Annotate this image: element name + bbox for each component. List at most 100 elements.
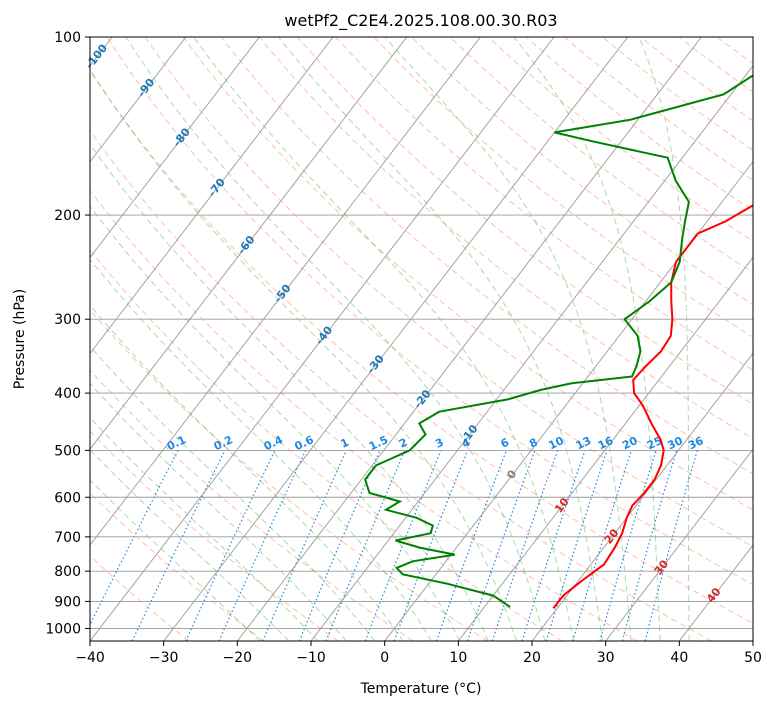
warm-isotherm-label: 10 (552, 495, 572, 515)
moist-adiabat (277, 37, 603, 641)
mixing-ratio-line (218, 450, 307, 641)
dry-adiabat (259, 37, 753, 440)
x-tick-label: −10 (296, 650, 326, 666)
mixing-ratio-line (90, 450, 179, 626)
warm-isotherm-label: 20 (602, 526, 622, 546)
dry-adiabat (90, 309, 488, 641)
dry-adiabat (716, 37, 753, 65)
mixing-ratio-line (572, 450, 632, 641)
mixing-ratio-line (262, 450, 347, 641)
chart-title: wetPf2_C2E4.2025.108.00.30.R03 (284, 11, 557, 31)
y-axis: 100 200 300 400 500 600 700 800 900 1000 (45, 30, 90, 637)
mixing-ratio-line (521, 450, 586, 641)
mixing-ratio-line (435, 450, 507, 641)
isotherm-label: -40 (313, 323, 336, 347)
dry-adiabat (90, 369, 414, 641)
x-axis-label: Temperature (°C) (360, 681, 482, 697)
x-tick-label: 20 (523, 650, 541, 666)
dry-adiabat (487, 37, 753, 242)
mixing-ratio-line (644, 450, 698, 641)
dry-adiabat (525, 37, 753, 212)
dewpoint-line (363, 74, 753, 608)
isotherm-label: -100 (83, 41, 110, 71)
isotherm-line (90, 37, 555, 641)
dry-adiabat (602, 37, 753, 151)
isotherm-line (236, 37, 702, 641)
mixing-ratio-label: 1 (339, 436, 351, 451)
dry-adiabat (90, 430, 339, 641)
moist-adiabat (90, 68, 517, 641)
isotherm-line (605, 448, 753, 641)
isotherm-label: -50 (271, 282, 294, 306)
mixing-ratio-line (298, 450, 381, 641)
x-tick-label: −30 (149, 650, 179, 666)
dry-adiabat (144, 37, 753, 548)
y-tick-label: 1000 (45, 621, 81, 637)
mixing-ratio-line (621, 450, 678, 641)
x-tick-label: 40 (670, 650, 688, 666)
mixing-ratio-label: 10 (547, 434, 567, 452)
y-tick-label: 300 (54, 312, 81, 328)
mixing-ratio-label: 13 (574, 434, 593, 452)
moist-adiabat (90, 448, 290, 641)
mixing-ratio-line (393, 450, 469, 641)
isotherm-line (752, 640, 753, 641)
mixing-ratio-line (491, 450, 559, 641)
dry-adiabat (90, 555, 190, 641)
isotherm-line (310, 65, 753, 641)
isotherm-line (90, 37, 481, 546)
mixing-ratio-label: 20 (620, 434, 640, 452)
moist-adiabat (125, 37, 546, 641)
isotherm-label: -80 (170, 125, 193, 149)
isotherm-line (90, 37, 187, 163)
mixing-ratio-label: 6 (499, 436, 512, 451)
x-tick-label: 30 (597, 650, 615, 666)
mixing-ratio-line (325, 450, 406, 641)
dry-adiabat (90, 492, 264, 641)
dry-adiabat (90, 129, 712, 641)
isotherm-label: -70 (205, 176, 228, 200)
dry-adiabat (90, 69, 753, 624)
mixing-ratio-label: 16 (596, 434, 616, 452)
temperature-line (552, 204, 753, 610)
moist-adiabat (90, 143, 489, 641)
mixing-ratio-line (545, 450, 608, 641)
dry-adiabat (90, 249, 563, 641)
dry-adiabat (373, 37, 753, 338)
mixing-ratio-label: 36 (686, 434, 706, 452)
y-tick-label: 400 (54, 386, 81, 402)
x-tick-label: −20 (223, 650, 253, 666)
isotherm-line (678, 544, 753, 641)
moist-adiabat (513, 37, 661, 641)
isotherm-label: -30 (364, 352, 387, 376)
x-tick-label: 50 (744, 650, 762, 666)
isotherm-line (384, 160, 753, 641)
moist-adiabat (90, 258, 432, 641)
isotherm-line (90, 37, 408, 451)
x-tick-label: −40 (75, 650, 105, 666)
isotherm-line (90, 37, 260, 259)
zero-isotherm-label: 0 (504, 467, 519, 481)
y-tick-label: 500 (54, 443, 81, 459)
mixing-ratio-label: 30 (665, 434, 685, 452)
dry-adiabat (564, 37, 753, 181)
moist-adiabat (90, 416, 319, 641)
dry-adiabat (755, 37, 775, 641)
warm-isotherm-label: 30 (652, 557, 672, 577)
moist-adiabat (90, 479, 261, 641)
mixing-ratio-label: 3 (433, 436, 445, 451)
x-tick-label: 10 (449, 650, 467, 666)
isotherm-line (163, 37, 629, 641)
dry-adiabat (297, 37, 753, 405)
moist-adiabat (384, 37, 632, 641)
y-tick-label: 600 (54, 490, 81, 506)
series (363, 74, 753, 610)
y-tick-label: 200 (54, 208, 81, 224)
y-axis-label: Pressure (hPa) (12, 289, 28, 389)
x-tick-label: 0 (380, 650, 389, 666)
moist-adiabat (90, 205, 461, 641)
plot-frame (89, 36, 754, 642)
y-tick-label: 800 (54, 564, 81, 580)
mixing-ratio-line (364, 450, 442, 641)
